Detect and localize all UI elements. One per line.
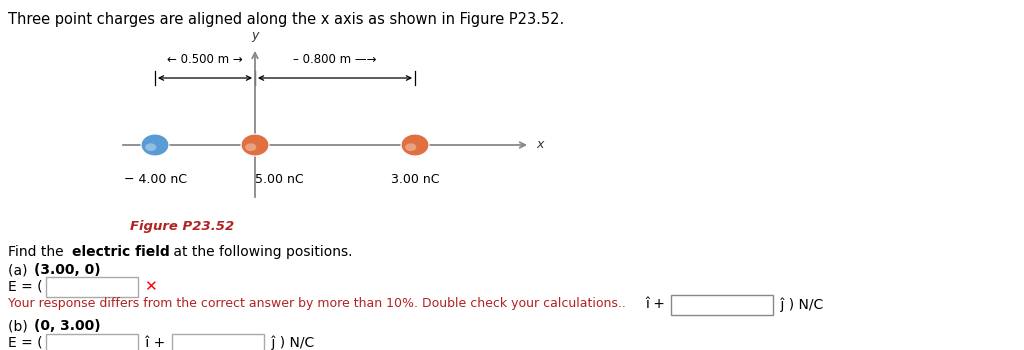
Text: x: x	[536, 139, 544, 152]
Text: at the following positions.: at the following positions.	[169, 245, 352, 259]
Text: Your response differs from the correct answer by more than 10%. Double check you: Your response differs from the correct a…	[8, 297, 626, 310]
Text: Three point charges are aligned along the x axis as shown in Figure P23.52.: Three point charges are aligned along th…	[8, 12, 564, 27]
Text: î +: î +	[645, 297, 665, 311]
Ellipse shape	[241, 134, 269, 156]
Text: ĵ ) N/C: ĵ ) N/C	[776, 297, 823, 312]
Ellipse shape	[145, 144, 157, 151]
Ellipse shape	[245, 144, 256, 151]
Text: – 0.800 m —→: – 0.800 m —→	[293, 53, 377, 66]
Text: Find the: Find the	[8, 245, 68, 259]
Text: y: y	[251, 29, 259, 42]
Text: ← 0.500 m →: ← 0.500 m →	[167, 53, 243, 66]
Text: E = (: E = (	[8, 336, 43, 350]
FancyBboxPatch shape	[46, 334, 138, 350]
Text: 3.00 nC: 3.00 nC	[391, 173, 439, 186]
FancyBboxPatch shape	[671, 295, 773, 315]
Ellipse shape	[141, 134, 169, 156]
Text: î +: î +	[141, 336, 165, 350]
FancyBboxPatch shape	[46, 277, 138, 297]
Text: Figure P23.52: Figure P23.52	[130, 220, 234, 233]
Text: − 4.00 nC: − 4.00 nC	[124, 173, 186, 186]
Text: (a): (a)	[8, 263, 32, 277]
Ellipse shape	[406, 144, 417, 151]
Text: (b): (b)	[8, 319, 32, 333]
Text: ✕: ✕	[144, 279, 157, 294]
Text: 5.00 nC: 5.00 nC	[255, 173, 304, 186]
Text: (3.00, 0): (3.00, 0)	[34, 263, 100, 277]
Text: (0, 3.00): (0, 3.00)	[34, 319, 100, 333]
Text: E = (: E = (	[8, 279, 43, 293]
Text: electric field: electric field	[72, 245, 170, 259]
Text: ĵ ) N/C: ĵ ) N/C	[267, 336, 314, 350]
FancyBboxPatch shape	[172, 334, 264, 350]
Ellipse shape	[401, 134, 429, 156]
